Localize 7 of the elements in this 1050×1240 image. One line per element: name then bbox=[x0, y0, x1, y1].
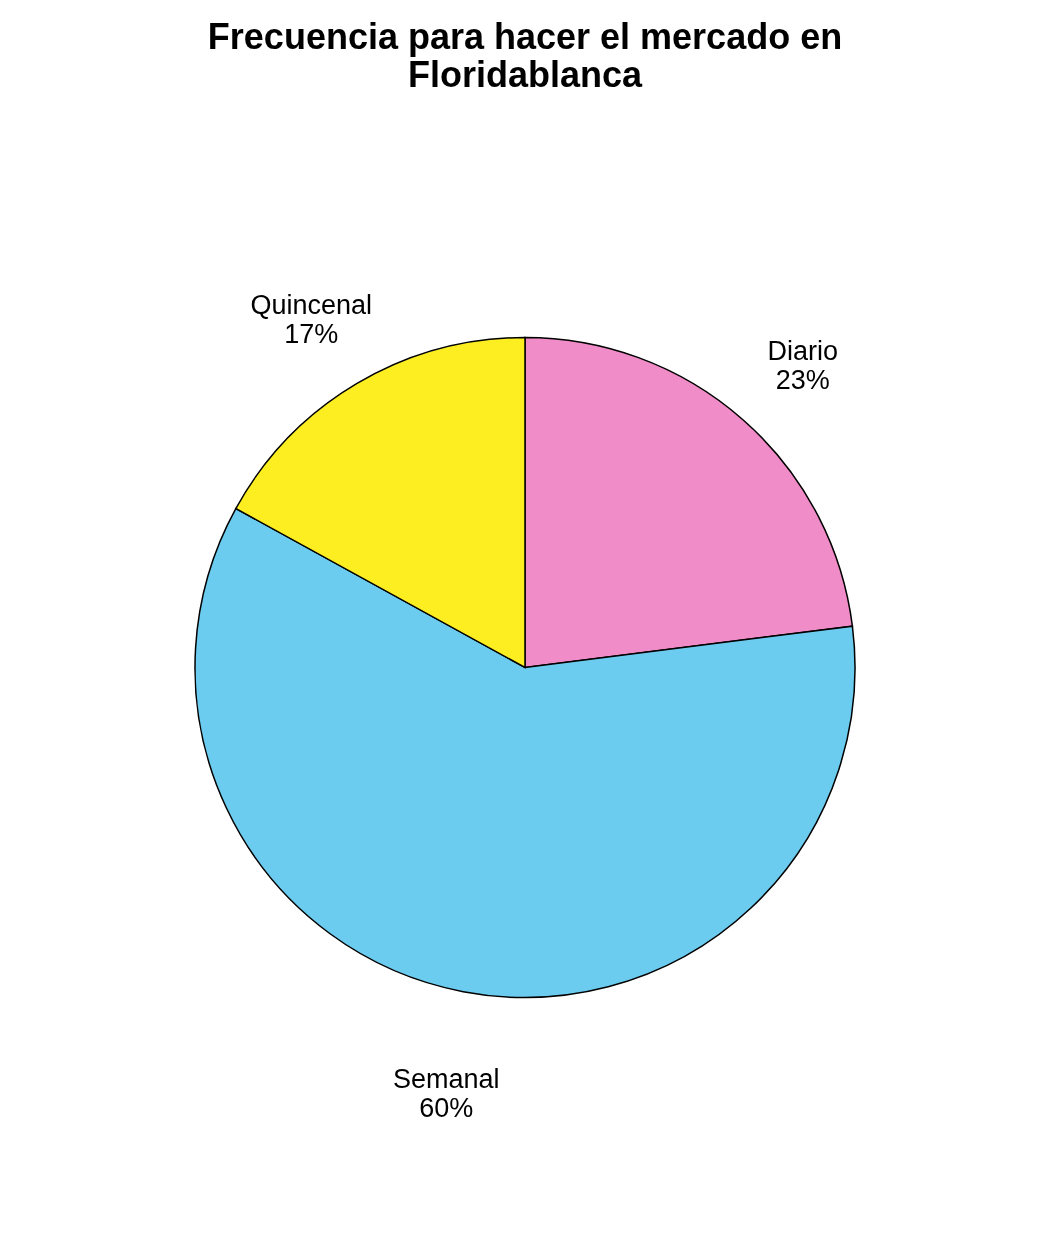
slice-label: Quincenal bbox=[250, 289, 372, 320]
slice-label: Diario bbox=[767, 336, 839, 367]
data-label: 23% bbox=[775, 365, 830, 396]
chart-title: Frecuencia para hacer el mercado en Floridablanca bbox=[207, 16, 843, 95]
data-label: 17% bbox=[284, 318, 339, 349]
slice-label: Semanal bbox=[393, 1064, 500, 1095]
data-label: 60% bbox=[419, 1093, 474, 1124]
